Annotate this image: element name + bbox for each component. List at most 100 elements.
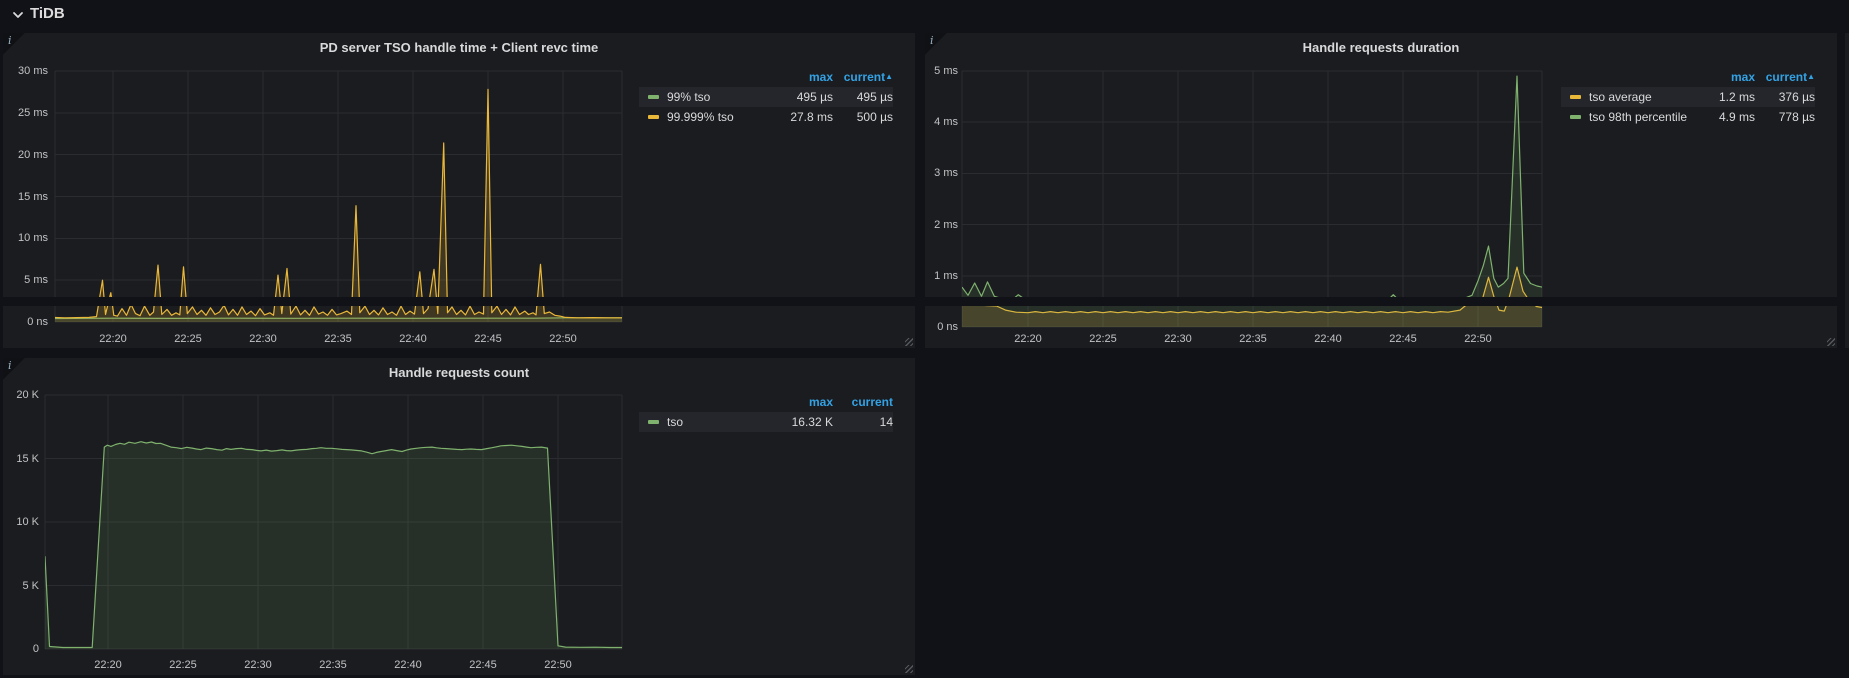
y-axis-label: 2 ms [934,219,958,231]
x-axis-label: 22:20 [99,333,127,345]
legend-max-value: 4.9 ms [1718,110,1755,124]
series-line-99-tso [55,317,622,320]
legend: max current▲ tso average 1.2 ms 376 µs t… [1561,67,1815,127]
panel-title[interactable]: Handle requests duration [1302,40,1460,55]
sort-asc-icon: ▲ [885,72,893,81]
y-axis-label: 0 ns [27,316,48,328]
x-axis-label: 22:40 [399,333,427,345]
legend-row: tso 16.32 K 14 [639,412,893,432]
partial-panel-sliver [1845,33,1849,348]
y-axis-label: 1 ms [934,270,958,282]
legend-current-value: 500 µs [856,110,893,124]
y-axis-label: 5 ms [934,65,958,77]
x-axis-label: 22:30 [1164,333,1192,345]
x-axis-label: 22:50 [544,659,572,671]
panel-resize-handle[interactable] [1827,338,1835,346]
legend-col-max[interactable]: max [808,395,833,409]
legend-col-max[interactable]: max [1730,70,1755,84]
legend-series-toggle[interactable]: 99.999% tso [648,110,767,124]
series-color-dash [648,95,659,99]
y-axis-label: 30 ms [18,65,48,77]
legend-current-value: 14 [879,415,893,429]
panel-resize-handle[interactable] [905,665,913,673]
x-axis-label: 22:20 [1014,333,1042,345]
y-axis-label: 0 [32,643,39,655]
series-line-tso-98th-percentile [962,75,1542,301]
x-axis-label: 22:35 [324,333,352,345]
panel-info-icon[interactable]: i [3,33,25,55]
legend-current-value: 778 µs [1778,110,1815,124]
legend-max-value: 27.8 ms [790,110,833,124]
panel-info-icon[interactable]: i [925,33,947,55]
legend-current-value: 376 µs [1778,90,1815,104]
x-axis-label: 22:30 [244,659,272,671]
x-axis-label: 22:25 [174,333,202,345]
x-axis-label: 22:45 [474,333,502,345]
x-axis-label: 22:45 [469,659,497,671]
legend-header: max current▲ [1561,67,1815,87]
y-axis-label: 4 ms [934,116,958,128]
y-axis-label: 20 ms [18,149,48,161]
y-axis-label: 25 ms [18,107,48,119]
y-axis-label: 10 ms [18,232,48,244]
x-axis-label: 22:30 [249,333,277,345]
legend-row: 99% tso 495 µs 495 µs [639,87,893,107]
series-fill-tso-98th-percentile [962,76,1542,327]
legend-header: max current [639,392,893,412]
legend-current-value: 495 µs [856,90,893,104]
legend-series-toggle[interactable]: 99% tso [648,90,767,104]
chevron-down-icon [13,12,23,18]
x-axis-label: 22:20 [94,659,122,671]
legend-row: tso average 1.2 ms 376 µs [1561,87,1815,107]
series-line-tso-average [962,266,1542,314]
x-axis-label: 22:50 [549,333,577,345]
legend-series-toggle[interactable]: tso [648,415,767,429]
x-axis-label: 22:35 [319,659,347,671]
legend-row: tso 98th percentile 4.9 ms 778 µs [1561,107,1815,127]
x-axis-label: 22:45 [1389,333,1417,345]
series-fill-tso [45,441,622,649]
y-axis-label: 5 ms [24,274,48,286]
y-axis-label: 15 ms [18,191,48,203]
series-color-dash [1570,115,1581,119]
panel-resize-handle[interactable] [905,338,913,346]
legend-header: max current▲ [639,67,893,87]
legend-max-value: 495 µs [796,90,833,104]
series-color-dash [648,420,659,424]
legend-series-toggle[interactable]: tso average [1570,90,1689,104]
sort-asc-icon: ▲ [1807,72,1815,81]
y-axis-label: 15 K [16,453,39,465]
y-axis-label: 0 ns [937,321,958,333]
x-axis-label: 22:25 [1089,333,1117,345]
panel-title[interactable]: PD server TSO handle time + Client revc … [319,40,599,55]
chart-canvas[interactable] [3,33,915,348]
legend: max current▲ 99% tso 495 µs 495 µs 99.99… [639,67,893,127]
legend-col-current[interactable]: current [851,395,893,409]
legend-col-current[interactable]: current▲ [1765,70,1815,84]
legend-series-toggle[interactable]: tso 98th percentile [1570,110,1689,124]
legend: max current tso 16.32 K 14 [639,392,893,432]
panel-handle-requests-duration: i Handle requests duration 5 ms 4 ms 3 ms 2 m… [925,33,1837,348]
legend-max-value: 1.2 ms [1718,90,1755,104]
y-axis-label: 20 K [16,389,39,401]
y-axis-label: 10 K [16,516,39,528]
panel-title[interactable]: Handle requests count [388,365,530,380]
section-header-tidb[interactable]: TiDB [0,0,1849,30]
y-axis-label: 5 K [22,580,39,592]
info-icon: i [930,34,934,47]
series-color-dash [648,115,659,119]
info-icon: i [8,359,12,372]
series-line-tso [45,441,622,649]
row-seam-band [0,297,1849,306]
chart-canvas[interactable] [3,358,915,675]
panel-info-icon[interactable]: i [3,358,25,380]
legend-max-value: 16.32 K [791,415,833,429]
legend-col-current[interactable]: current▲ [843,70,893,84]
section-title: TiDB [30,5,65,22]
x-axis-label: 22:40 [394,659,422,671]
panel-pd-server-tso-handle-time-client-revc-time: i PD server TSO handle time + Client revc… [3,33,915,348]
series-color-dash [1570,95,1581,99]
x-axis-label: 22:25 [169,659,197,671]
legend-col-max[interactable]: max [808,70,833,84]
info-icon: i [8,34,12,47]
